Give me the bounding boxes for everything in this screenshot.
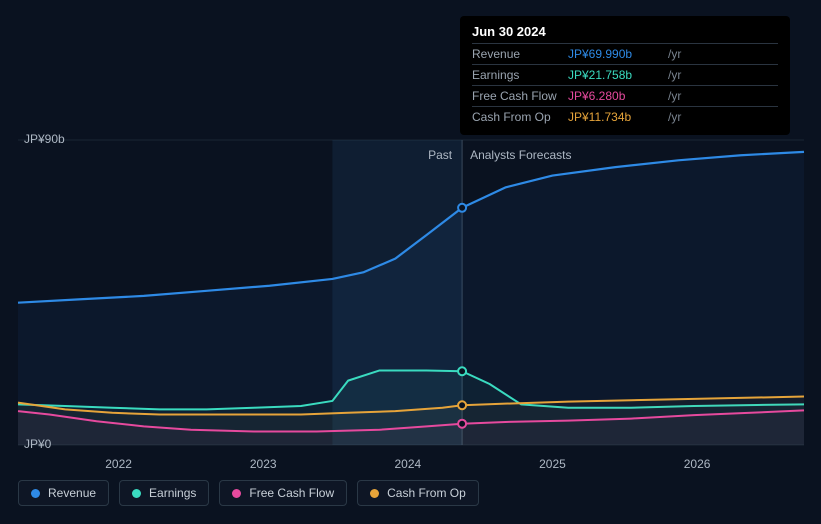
tooltip-row-value: JP¥11.734b <box>568 110 666 124</box>
tooltip-row: RevenueJP¥69.990b/yr <box>472 43 778 64</box>
tooltip-row-label: Revenue <box>472 47 568 61</box>
tooltip-row-value: JP¥6.280b <box>568 89 666 103</box>
legend-item-fcf[interactable]: Free Cash Flow <box>219 480 347 506</box>
legend-item-label: Earnings <box>149 486 196 500</box>
financial-chart: JP¥90b JP¥0 2022 2023 2024 2025 2026 Past An… <box>0 0 821 524</box>
tooltip-row-unit: /yr <box>668 68 681 82</box>
tooltip-row-value: JP¥69.990b <box>568 47 666 61</box>
tooltip-row-unit: /yr <box>668 110 681 124</box>
legend-dot-icon <box>31 489 40 498</box>
x-axis-tick: 2022 <box>105 457 132 471</box>
tooltip-row: EarningsJP¥21.758b/yr <box>472 64 778 85</box>
x-axis-tick: 2023 <box>250 457 277 471</box>
tooltip-row-label: Cash From Op <box>472 110 568 124</box>
chart-legend: Revenue Earnings Free Cash Flow Cash From O… <box>18 480 479 506</box>
x-axis-tick: 2026 <box>684 457 711 471</box>
legend-dot-icon <box>370 489 379 498</box>
past-label: Past <box>428 148 452 162</box>
legend-item-label: Revenue <box>48 486 96 500</box>
tooltip-row: Free Cash FlowJP¥6.280b/yr <box>472 85 778 106</box>
chart-tooltip: Jun 30 2024 RevenueJP¥69.990b/yrEarnings… <box>460 16 790 135</box>
forecast-label: Analysts Forecasts <box>470 148 571 162</box>
tooltip-row-unit: /yr <box>668 89 681 103</box>
tooltip-row-value: JP¥21.758b <box>568 68 666 82</box>
legend-dot-icon <box>132 489 141 498</box>
legend-item-earnings[interactable]: Earnings <box>119 480 209 506</box>
x-axis-tick: 2024 <box>394 457 421 471</box>
x-axis-tick: 2025 <box>539 457 566 471</box>
legend-item-revenue[interactable]: Revenue <box>18 480 109 506</box>
legend-item-label: Free Cash Flow <box>249 486 334 500</box>
y-axis-label-min: JP¥0 <box>24 437 51 451</box>
tooltip-row-unit: /yr <box>668 47 681 61</box>
legend-item-label: Cash From Op <box>387 486 466 500</box>
tooltip-row: Cash From OpJP¥11.734b/yr <box>472 106 778 127</box>
tooltip-date: Jun 30 2024 <box>472 24 778 39</box>
legend-item-cashfromop[interactable]: Cash From Op <box>357 480 479 506</box>
y-axis-label-max: JP¥90b <box>24 132 65 146</box>
tooltip-row-label: Earnings <box>472 68 568 82</box>
legend-dot-icon <box>232 489 241 498</box>
tooltip-row-label: Free Cash Flow <box>472 89 568 103</box>
